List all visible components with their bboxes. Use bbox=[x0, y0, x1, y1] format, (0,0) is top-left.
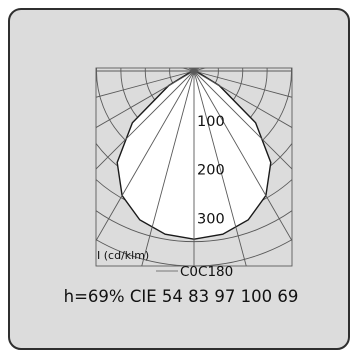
spoke-up-neg-120 bbox=[187, 68, 195, 72]
spoke-neg-45 bbox=[96, 70, 195, 170]
spoke-up-135 bbox=[193, 68, 198, 72]
radial-tick-200: 200 bbox=[197, 163, 225, 179]
spoke-75 bbox=[193, 70, 292, 98]
radial-tick-labels: 100 200 300 bbox=[197, 114, 225, 228]
spoke-up-120 bbox=[193, 68, 201, 72]
spoke-45 bbox=[193, 70, 292, 170]
legend-label-c0c180: C0C180 bbox=[180, 264, 233, 280]
radial-tick-300: 300 bbox=[197, 211, 225, 227]
radial-tick-100: 100 bbox=[197, 114, 225, 130]
spoke-up-neg-105 bbox=[181, 68, 195, 72]
spoke-up-neg-150 bbox=[191, 68, 195, 72]
spoke-neg-75 bbox=[96, 70, 195, 98]
unit-label: I (cd/klm) bbox=[97, 249, 149, 262]
spoke-up-150 bbox=[193, 68, 197, 72]
spoke-neg-60 bbox=[96, 70, 195, 129]
spoke-up-neg-135 bbox=[190, 68, 195, 72]
spoke-30 bbox=[193, 70, 292, 242]
luminaire-card: 100 200 300 I (cd/klm) C0C180 h=69% CIE 54… bbox=[8, 8, 350, 350]
polar-spokes bbox=[96, 68, 292, 266]
spoke-neg-30 bbox=[96, 70, 195, 242]
spoke-up-105 bbox=[193, 68, 207, 72]
spoke-neg-15 bbox=[141, 70, 195, 266]
photometric-summary: h=69% CIE 54 83 97 100 69 bbox=[63, 287, 299, 306]
spoke-60 bbox=[193, 70, 292, 129]
polar-intensity-diagram: 100 200 300 I (cd/klm) C0C180 bbox=[95, 67, 293, 280]
spoke-15 bbox=[193, 70, 247, 266]
